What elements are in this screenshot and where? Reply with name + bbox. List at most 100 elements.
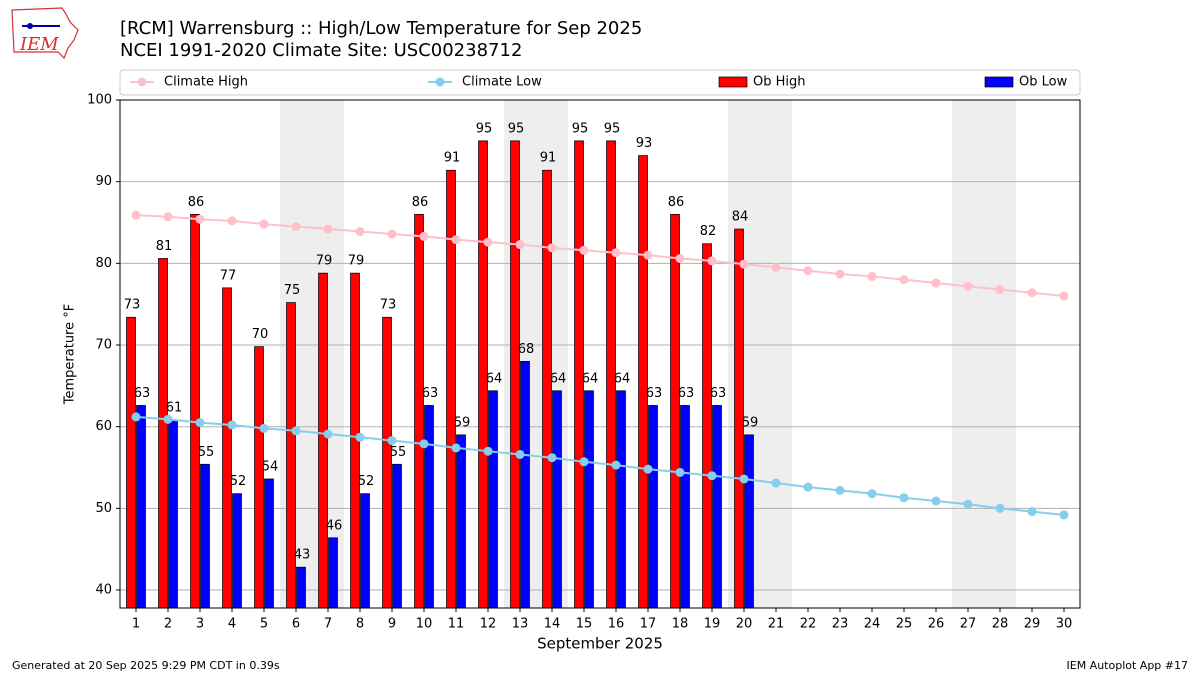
bar	[328, 537, 338, 609]
x-tick-label: 11	[448, 617, 465, 632]
point	[547, 243, 557, 253]
x-tick-label: 4	[228, 617, 236, 632]
bar	[136, 405, 146, 609]
point	[515, 240, 525, 250]
bar	[424, 405, 434, 609]
bar	[126, 316, 136, 609]
bar	[318, 272, 328, 609]
logo-outline	[11, 7, 79, 60]
y-tick-label: 50	[95, 501, 112, 516]
point	[643, 250, 653, 260]
point	[995, 503, 1005, 513]
x-tick-label: 18	[672, 617, 689, 632]
x-tick-label: 24	[864, 617, 881, 632]
y-tick-label: 80	[95, 256, 112, 271]
y-axis-label: Temperature °F	[63, 304, 78, 405]
bar	[510, 140, 520, 609]
point	[771, 478, 781, 488]
data-label: 63	[422, 386, 439, 401]
point	[291, 222, 301, 232]
bar	[296, 566, 306, 609]
data-label: 59	[454, 415, 471, 430]
point	[899, 275, 909, 285]
point	[899, 493, 909, 503]
bar	[638, 155, 648, 609]
legend-marker	[435, 77, 445, 87]
point	[995, 284, 1005, 294]
data-label: 61	[166, 401, 183, 416]
x-tick-label: 20	[736, 617, 753, 632]
line	[135, 415, 1065, 516]
point	[419, 439, 429, 449]
logo: IEM	[11, 7, 79, 60]
point	[1059, 291, 1069, 301]
data-label: 52	[358, 474, 375, 489]
point	[835, 269, 845, 279]
point	[931, 278, 941, 288]
weekend-shade	[536, 100, 568, 608]
bar	[190, 213, 200, 609]
bar	[232, 493, 242, 609]
x-axis-label: September 2025	[537, 635, 663, 653]
point	[131, 412, 141, 422]
data-label: 82	[700, 224, 717, 239]
x-tick-label: 14	[544, 617, 561, 632]
data-label: 55	[198, 445, 215, 460]
legend-marker	[137, 77, 147, 87]
x-tick-label: 1	[132, 617, 140, 632]
point	[675, 253, 685, 263]
point	[1059, 510, 1069, 520]
x-tick-label: 16	[608, 617, 625, 632]
bar	[616, 390, 626, 609]
line	[135, 214, 1065, 298]
point	[707, 471, 717, 481]
data-label: 84	[732, 210, 749, 225]
data-label: 95	[572, 121, 589, 136]
data-label: 46	[326, 518, 343, 533]
point	[611, 248, 621, 258]
x-tick-label: 28	[992, 617, 1009, 632]
data-label: 93	[636, 136, 653, 151]
x-tick-label: 10	[416, 617, 433, 632]
weekend-shade	[312, 100, 344, 608]
y-tick-label: 40	[95, 583, 112, 598]
data-label: 68	[518, 342, 535, 357]
point	[259, 423, 269, 433]
data-label: 43	[294, 548, 311, 563]
point	[227, 216, 237, 226]
x-tick-label: 17	[640, 617, 657, 632]
point	[515, 449, 525, 459]
chart-subtitle: NCEI 1991-2020 Climate Site: USC00238712	[120, 40, 522, 61]
point	[387, 229, 397, 239]
bar	[552, 390, 562, 609]
bar	[168, 419, 178, 609]
data-label: 64	[486, 371, 503, 386]
bar	[200, 463, 210, 609]
x-tick-label: 3	[196, 617, 204, 632]
point	[963, 499, 973, 509]
point	[611, 460, 621, 470]
data-label: 59	[742, 415, 759, 430]
data-label: 86	[188, 195, 205, 210]
data-label: 86	[668, 195, 685, 210]
weekend-shade	[280, 100, 312, 608]
bar	[456, 434, 466, 609]
data-label: 63	[710, 386, 727, 401]
data-label: 91	[444, 151, 461, 166]
footer-right: IEM Autoplot App #17	[1067, 659, 1189, 672]
weekend-shade	[952, 100, 984, 608]
data-label: 95	[476, 121, 493, 136]
y-tick-label: 100	[87, 93, 112, 108]
data-label: 64	[582, 371, 599, 386]
bar	[542, 169, 552, 609]
point	[739, 259, 749, 269]
point	[195, 214, 205, 224]
x-tick-label: 13	[512, 617, 529, 632]
point	[675, 467, 685, 477]
bar	[680, 405, 690, 609]
x-tick-label: 23	[832, 617, 849, 632]
point	[483, 237, 493, 247]
point	[483, 446, 493, 456]
x-tick-label: 25	[896, 617, 913, 632]
